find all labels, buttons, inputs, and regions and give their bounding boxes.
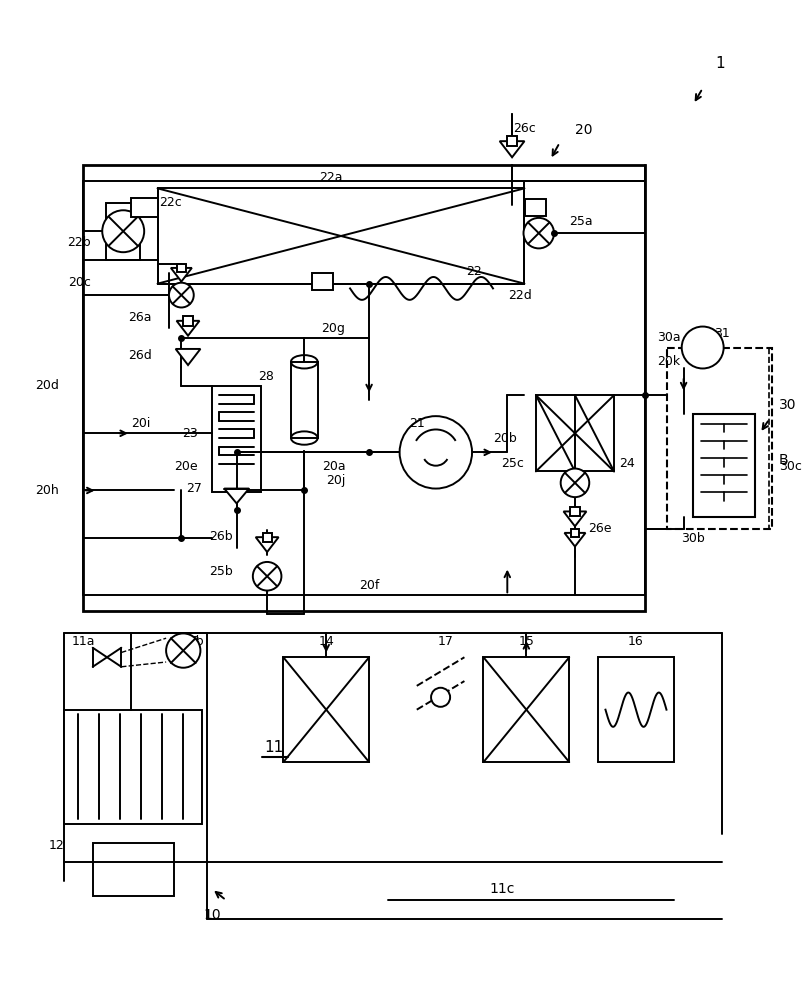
Text: 25c: 25c xyxy=(501,457,524,470)
Text: 30a: 30a xyxy=(658,331,681,344)
Text: 26a: 26a xyxy=(128,311,152,324)
Text: 30c: 30c xyxy=(779,460,802,473)
Text: 20d: 20d xyxy=(35,379,60,392)
Bar xyxy=(157,188,525,284)
Text: 16: 16 xyxy=(628,635,644,648)
Bar xyxy=(507,136,517,146)
Text: 26b: 26b xyxy=(210,530,233,543)
Text: 30: 30 xyxy=(779,398,796,412)
Text: 25a: 25a xyxy=(569,215,593,228)
Polygon shape xyxy=(176,349,201,365)
Text: 20h: 20h xyxy=(35,484,60,497)
Text: 20j: 20j xyxy=(326,474,345,487)
Bar xyxy=(536,395,614,471)
Circle shape xyxy=(431,688,450,707)
Text: 28: 28 xyxy=(258,370,274,383)
Bar xyxy=(212,386,261,492)
Text: 20k: 20k xyxy=(657,355,680,368)
Bar xyxy=(312,273,333,290)
Polygon shape xyxy=(177,321,199,336)
Text: 20a: 20a xyxy=(322,460,345,473)
Text: 20: 20 xyxy=(575,123,592,137)
Circle shape xyxy=(166,633,201,668)
Polygon shape xyxy=(563,511,587,526)
Text: 23: 23 xyxy=(182,427,197,440)
Circle shape xyxy=(524,218,554,248)
Text: 20g: 20g xyxy=(322,322,345,335)
Bar xyxy=(526,199,546,216)
Circle shape xyxy=(561,469,589,497)
Text: 1: 1 xyxy=(715,56,725,71)
Polygon shape xyxy=(564,533,585,547)
Text: 27: 27 xyxy=(186,482,202,495)
Bar xyxy=(131,198,157,217)
Bar xyxy=(484,657,569,762)
Bar xyxy=(263,533,272,542)
Circle shape xyxy=(169,283,193,307)
Bar xyxy=(667,348,772,529)
Text: 25b: 25b xyxy=(209,565,233,578)
Text: 13: 13 xyxy=(185,635,201,648)
Polygon shape xyxy=(500,141,525,157)
Polygon shape xyxy=(171,268,192,282)
Text: 20b: 20b xyxy=(493,432,517,445)
Text: 17: 17 xyxy=(438,635,453,648)
Text: 20i: 20i xyxy=(131,417,150,430)
Bar xyxy=(284,657,369,762)
Text: B: B xyxy=(779,453,788,467)
Bar xyxy=(598,657,674,762)
Circle shape xyxy=(682,327,724,368)
Text: 22d: 22d xyxy=(509,289,532,302)
Text: 22a: 22a xyxy=(319,171,343,184)
Text: 21: 21 xyxy=(409,417,425,430)
Text: 12: 12 xyxy=(48,839,64,852)
Text: 30b: 30b xyxy=(681,532,705,545)
Bar xyxy=(571,529,580,537)
Text: 20f: 20f xyxy=(359,579,380,592)
Text: 11b: 11b xyxy=(181,635,205,648)
Circle shape xyxy=(253,562,281,591)
Text: 20e: 20e xyxy=(174,460,197,473)
Text: 26d: 26d xyxy=(128,349,152,362)
Bar xyxy=(64,710,202,824)
Text: 24: 24 xyxy=(619,457,634,470)
Bar xyxy=(571,507,580,516)
Bar xyxy=(106,203,140,260)
Text: 15: 15 xyxy=(518,635,534,648)
Bar xyxy=(177,264,185,272)
Text: 22b: 22b xyxy=(67,236,91,249)
Text: 26c: 26c xyxy=(513,122,536,135)
Circle shape xyxy=(102,210,144,252)
Bar xyxy=(93,843,174,896)
Bar xyxy=(83,165,646,611)
Text: 14: 14 xyxy=(318,635,334,648)
Text: 11a: 11a xyxy=(72,635,95,648)
Text: 26e: 26e xyxy=(588,522,612,535)
Text: 31: 31 xyxy=(714,327,729,340)
Bar xyxy=(693,414,755,517)
Bar xyxy=(291,362,318,438)
Text: 10: 10 xyxy=(203,908,221,922)
Text: 22c: 22c xyxy=(160,196,182,209)
Text: 11: 11 xyxy=(264,740,284,755)
Polygon shape xyxy=(256,537,279,552)
Text: 11c: 11c xyxy=(490,882,515,896)
Polygon shape xyxy=(224,489,249,503)
Text: 20c: 20c xyxy=(68,276,91,289)
Bar xyxy=(184,316,193,326)
Text: 22: 22 xyxy=(466,265,482,278)
Text: E: E xyxy=(533,202,539,212)
Circle shape xyxy=(400,416,472,489)
